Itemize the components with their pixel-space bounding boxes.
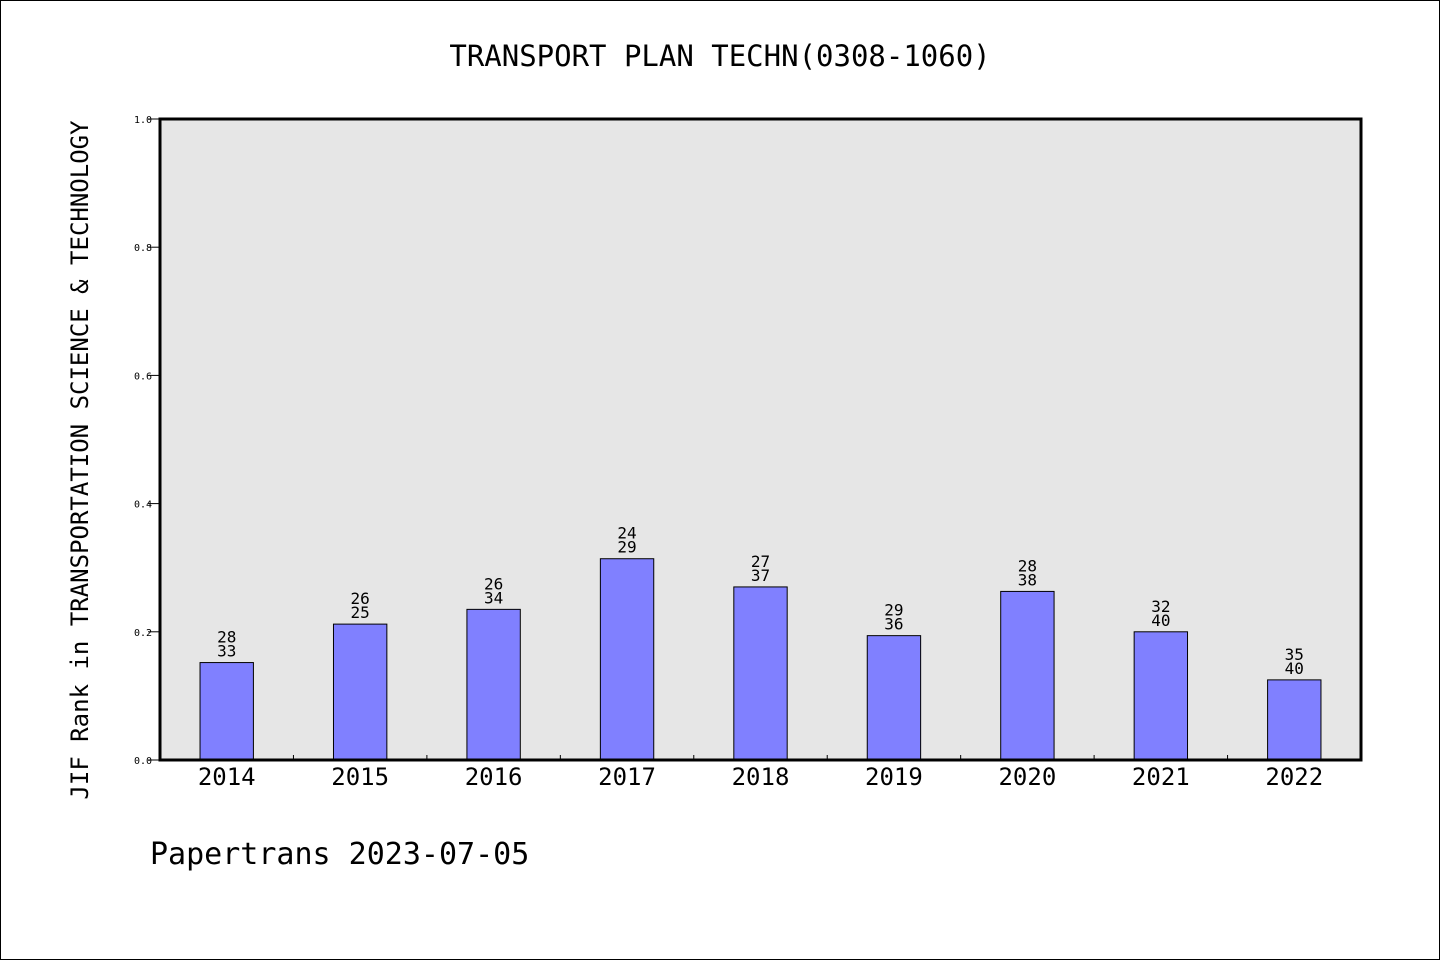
data-label-bottom-2017: 29	[617, 538, 636, 557]
x-tick-label-2021: 2021	[1132, 763, 1190, 791]
data-label-bottom-2015: 25	[351, 603, 370, 622]
y-axis-label: JIF Rank in TRANSPORTATION SCIENCE & TEC…	[66, 120, 94, 800]
chart-title: TRANSPORT PLAN TECHN(0308-1060)	[449, 39, 990, 73]
y-tick-label-0.4: 0.4	[134, 500, 152, 511]
footer-text: Papertrans 2023-07-05	[150, 837, 529, 872]
data-label-top-2014: 28	[217, 628, 236, 647]
bar-2019	[866, 635, 922, 761]
data-label-bottom-2014: 33	[217, 642, 236, 661]
x-tick-label-2020: 2020	[998, 763, 1056, 791]
y-tick-label-0.8: 0.8	[134, 243, 152, 254]
data-label-top-2015: 26	[351, 589, 370, 608]
x-tick-label-2014: 2014	[198, 763, 256, 791]
data-label-top-2017: 24	[617, 524, 636, 543]
x-tick-label-2022: 2022	[1265, 763, 1323, 791]
data-label-top-2016: 26	[484, 574, 503, 593]
x-tick-label-2019: 2019	[865, 763, 923, 791]
data-label-top-2019: 29	[884, 601, 903, 620]
data-label-top-2022: 35	[1285, 645, 1304, 664]
bar-2015	[332, 623, 388, 761]
data-label-top-2020: 28	[1018, 556, 1037, 575]
x-tick-label-2018: 2018	[732, 763, 790, 791]
data-label-bottom-2020: 38	[1018, 570, 1037, 589]
data-label-top-2018: 27	[751, 552, 770, 571]
data-label-bottom-2021: 40	[1151, 611, 1170, 630]
bar-2016	[466, 608, 521, 761]
y-tick-label-0.0: 0.0	[134, 756, 152, 767]
x-tick-label-2016: 2016	[465, 763, 523, 791]
plot-border	[158, 117, 1363, 762]
data-label-bottom-2016: 34	[484, 588, 503, 607]
bar-2018	[733, 586, 788, 761]
data-label-bottom-2022: 40	[1285, 659, 1304, 678]
x-tick-label-2015: 2015	[331, 763, 389, 791]
axes-layer: 2014 2015 2016 2017 2018 2019 2020 2021 2022 0.0 0…	[134, 115, 1323, 791]
bar-2014	[199, 662, 254, 761]
y-tick-label-0.6: 0.6	[134, 371, 152, 382]
y-tick-label-0.2: 0.2	[134, 628, 152, 639]
bar-2017	[599, 558, 655, 761]
bar-2022	[1267, 679, 1322, 761]
x-tick-label-2017: 2017	[598, 763, 656, 791]
y-tick-label-1.0: 1.0	[134, 115, 152, 126]
bar-2021	[1133, 631, 1189, 761]
data-label-bottom-2019: 36	[884, 615, 903, 634]
data-label-top-2021: 32	[1151, 597, 1170, 616]
bar-2020	[1000, 590, 1055, 761]
data-label-bottom-2018: 37	[751, 566, 770, 585]
